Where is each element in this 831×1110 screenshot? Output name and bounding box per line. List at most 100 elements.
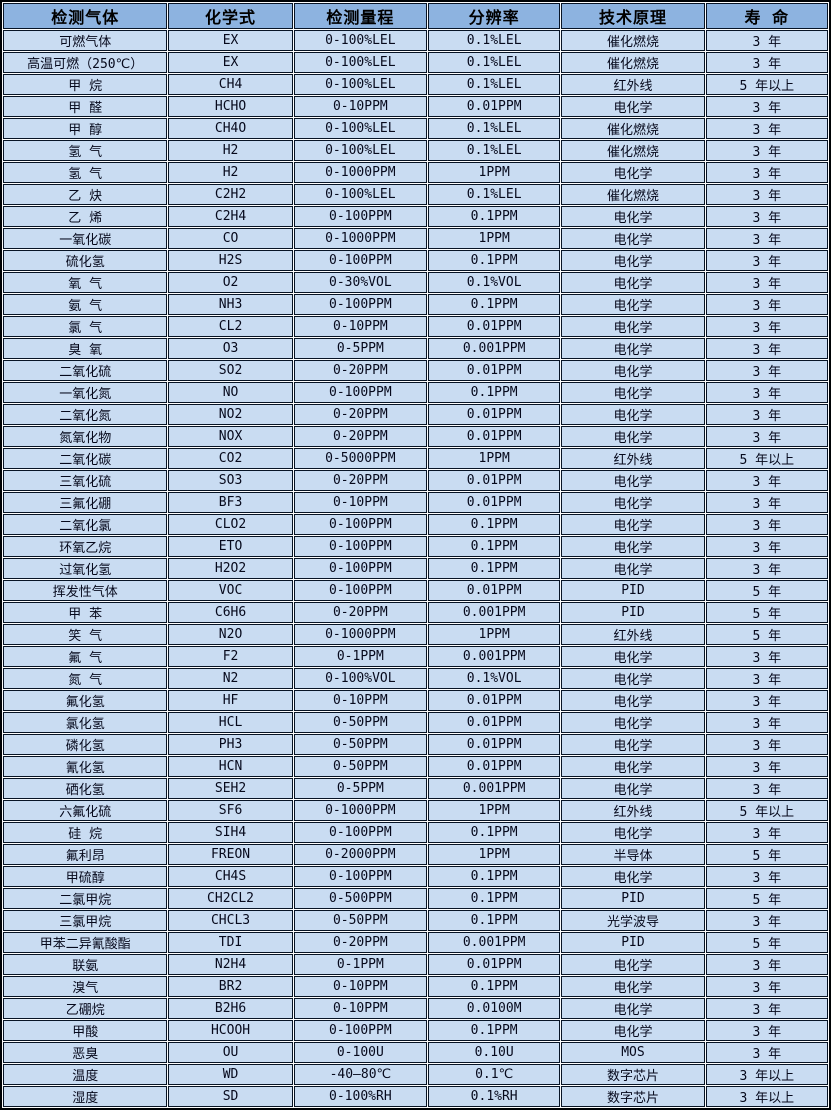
- cell-formula: NOX: [168, 426, 293, 447]
- cell-gas-name: 氨 气: [3, 294, 168, 315]
- cell-resolution: 0.1%LEL: [428, 118, 561, 139]
- cell-resolution: 0.1PPM: [428, 888, 561, 909]
- cell-resolution: 0.001PPM: [428, 338, 561, 359]
- cell-lifespan: 5 年: [705, 624, 828, 645]
- cell-range: 0-100%LEL: [293, 30, 427, 51]
- cell-lifespan: 3 年: [705, 690, 828, 711]
- table-row: 甲 苯 C6H6 0-20PPM 0.001PPM PID 5 年: [3, 602, 828, 623]
- cell-principle: 电化学: [561, 712, 705, 733]
- cell-resolution: 0.01PPM: [428, 712, 561, 733]
- cell-gas-name: 臭 氧: [3, 338, 168, 359]
- cell-principle: 电化学: [561, 426, 705, 447]
- cell-gas-name: 甲苯二异氰酸酯: [3, 932, 168, 953]
- table-row: 硅 烷 SIH4 0-100PPM 0.1PPM 电化学 3 年: [3, 822, 828, 843]
- cell-lifespan: 5 年以上: [705, 74, 828, 95]
- cell-range: 0-10PPM: [293, 492, 427, 513]
- cell-formula: CL2: [168, 316, 293, 337]
- column-header-resolution: 分辨率: [428, 3, 561, 29]
- cell-lifespan: 3 年: [705, 162, 828, 183]
- column-header-lifespan: 寿 命: [705, 3, 828, 29]
- cell-principle: 催化燃烧: [561, 184, 705, 205]
- cell-formula: CO2: [168, 448, 293, 469]
- cell-principle: 电化学: [561, 228, 705, 249]
- cell-resolution: 0.001PPM: [428, 778, 561, 799]
- cell-gas-name: 六氟化硫: [3, 800, 168, 821]
- cell-principle: 电化学: [561, 492, 705, 513]
- cell-principle: 电化学: [561, 734, 705, 755]
- table-row: 氧 气 O2 0-30%VOL 0.1%VOL 电化学 3 年: [3, 272, 828, 293]
- cell-lifespan: 3 年: [705, 558, 828, 579]
- cell-range: 0-100%LEL: [293, 140, 427, 161]
- cell-principle: 电化学: [561, 338, 705, 359]
- table-row: 甲苯二异氰酸酯 TDI 0-20PPM 0.001PPM PID 5 年: [3, 932, 828, 953]
- table-row: 臭 氧 O3 0-5PPM 0.001PPM 电化学 3 年: [3, 338, 828, 359]
- cell-principle: 电化学: [561, 272, 705, 293]
- cell-formula: OU: [168, 1042, 293, 1063]
- cell-lifespan: 3 年: [705, 756, 828, 777]
- cell-lifespan: 3 年: [705, 668, 828, 689]
- cell-principle: 电化学: [561, 690, 705, 711]
- cell-gas-name: 甲 醇: [3, 118, 168, 139]
- cell-gas-name: 硒化氢: [3, 778, 168, 799]
- column-header-formula: 化学式: [168, 3, 293, 29]
- cell-gas-name: 联氨: [3, 954, 168, 975]
- cell-gas-name: 甲 苯: [3, 602, 168, 623]
- cell-gas-name: 氧 气: [3, 272, 168, 293]
- cell-lifespan: 3 年: [705, 404, 828, 425]
- cell-resolution: 0.01PPM: [428, 492, 561, 513]
- cell-range: 0-20PPM: [293, 932, 427, 953]
- cell-resolution: 0.1PPM: [428, 866, 561, 887]
- cell-lifespan: 3 年: [705, 52, 828, 73]
- cell-principle: 红外线: [561, 624, 705, 645]
- cell-resolution: 0.1PPM: [428, 382, 561, 403]
- table-row: 氮氧化物 NOX 0-20PPM 0.01PPM 电化学 3 年: [3, 426, 828, 447]
- cell-formula: H2: [168, 162, 293, 183]
- cell-formula: CH4O: [168, 118, 293, 139]
- cell-formula: C6H6: [168, 602, 293, 623]
- cell-lifespan: 3 年: [705, 470, 828, 491]
- cell-principle: 催化燃烧: [561, 30, 705, 51]
- cell-principle: 电化学: [561, 294, 705, 315]
- cell-range: 0-50PPM: [293, 910, 427, 931]
- table-row: 二氧化氯 CLO2 0-100PPM 0.1PPM 电化学 3 年: [3, 514, 828, 535]
- cell-formula: C2H2: [168, 184, 293, 205]
- cell-gas-name: 氮氧化物: [3, 426, 168, 447]
- cell-formula: SEH2: [168, 778, 293, 799]
- cell-principle: 电化学: [561, 778, 705, 799]
- cell-resolution: 0.01PPM: [428, 404, 561, 425]
- cell-formula: N2: [168, 668, 293, 689]
- cell-formula: EX: [168, 30, 293, 51]
- table-row: 过氧化氢 H2O2 0-100PPM 0.1PPM 电化学 3 年: [3, 558, 828, 579]
- table-row: 二氧化硫 SO2 0-20PPM 0.01PPM 电化学 3 年: [3, 360, 828, 381]
- cell-lifespan: 5 年: [705, 580, 828, 601]
- table-row: 氟利昂 FREON 0-2000PPM 1PPM 半导体 5 年: [3, 844, 828, 865]
- cell-principle: 电化学: [561, 976, 705, 997]
- cell-formula: EX: [168, 52, 293, 73]
- cell-range: 0-50PPM: [293, 756, 427, 777]
- cell-resolution: 0.01PPM: [428, 734, 561, 755]
- cell-lifespan: 3 年: [705, 712, 828, 733]
- cell-gas-name: 氟利昂: [3, 844, 168, 865]
- cell-formula: CH4: [168, 74, 293, 95]
- column-header-range: 检测量程: [293, 3, 427, 29]
- cell-gas-name: 氯化氢: [3, 712, 168, 733]
- cell-resolution: 0.1PPM: [428, 294, 561, 315]
- cell-lifespan: 3 年: [705, 822, 828, 843]
- cell-resolution: 1PPM: [428, 228, 561, 249]
- cell-gas-name: 氮 气: [3, 668, 168, 689]
- cell-range: 0-50PPM: [293, 712, 427, 733]
- column-header-principle: 技术原理: [561, 3, 705, 29]
- cell-lifespan: 3 年: [705, 382, 828, 403]
- cell-resolution: 0.10U: [428, 1042, 561, 1063]
- cell-lifespan: 3 年: [705, 1020, 828, 1041]
- cell-lifespan: 3 年: [705, 646, 828, 667]
- table-row: 二氧化氮 NO2 0-20PPM 0.01PPM 电化学 3 年: [3, 404, 828, 425]
- cell-range: 0-100PPM: [293, 382, 427, 403]
- cell-gas-name: 三氧化硫: [3, 470, 168, 491]
- cell-lifespan: 3 年: [705, 954, 828, 975]
- cell-resolution: 0.1PPM: [428, 206, 561, 227]
- table-row: 挥发性气体 VOC 0-100PPM 0.01PPM PID 5 年: [3, 580, 828, 601]
- cell-resolution: 0.1%LEL: [428, 30, 561, 51]
- cell-principle: 电化学: [561, 866, 705, 887]
- cell-range: 0-50PPM: [293, 734, 427, 755]
